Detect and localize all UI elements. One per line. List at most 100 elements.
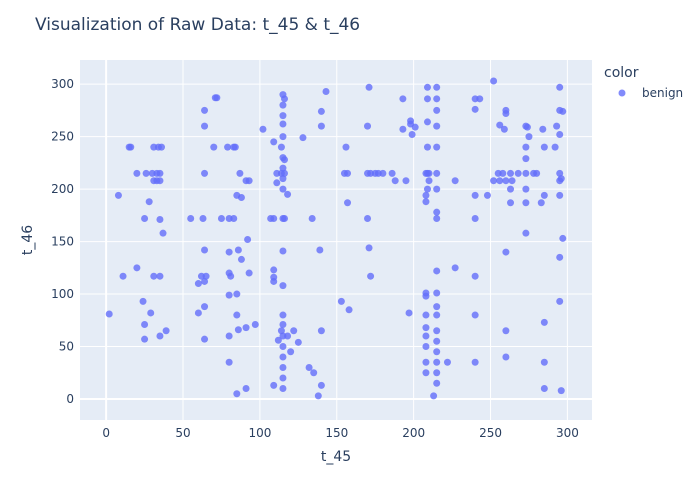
data-point[interactable]: [279, 101, 287, 109]
data-point[interactable]: [522, 199, 530, 207]
data-point[interactable]: [133, 264, 141, 272]
data-point[interactable]: [314, 392, 322, 400]
data-point[interactable]: [277, 143, 285, 151]
data-point[interactable]: [533, 169, 541, 177]
data-point[interactable]: [433, 185, 441, 193]
data-point[interactable]: [245, 177, 253, 185]
data-point[interactable]: [201, 335, 209, 343]
data-point[interactable]: [156, 169, 164, 177]
data-point[interactable]: [342, 143, 350, 151]
data-point[interactable]: [236, 169, 244, 177]
data-point[interactable]: [451, 264, 459, 272]
data-point[interactable]: [496, 177, 504, 185]
data-point[interactable]: [251, 320, 259, 328]
data-point[interactable]: [308, 214, 316, 222]
data-point[interactable]: [556, 169, 564, 177]
data-point[interactable]: [364, 214, 372, 222]
data-point[interactable]: [279, 185, 287, 193]
data-point[interactable]: [147, 309, 155, 317]
data-point[interactable]: [402, 177, 410, 185]
data-point[interactable]: [540, 191, 548, 199]
data-point[interactable]: [237, 193, 245, 201]
data-point[interactable]: [139, 297, 147, 305]
data-point[interactable]: [210, 143, 218, 151]
data-point[interactable]: [525, 133, 533, 141]
data-point[interactable]: [553, 122, 561, 130]
data-point[interactable]: [540, 358, 548, 366]
data-point[interactable]: [537, 199, 545, 207]
data-point[interactable]: [500, 125, 508, 133]
data-point[interactable]: [430, 392, 438, 400]
data-point[interactable]: [540, 143, 548, 151]
data-point[interactable]: [227, 272, 235, 280]
data-point[interactable]: [279, 320, 287, 328]
data-point[interactable]: [145, 198, 153, 206]
data-point[interactable]: [201, 277, 209, 285]
data-point[interactable]: [305, 364, 313, 372]
data-point[interactable]: [279, 364, 287, 372]
data-point[interactable]: [399, 95, 407, 103]
data-point[interactable]: [433, 169, 441, 177]
data-point[interactable]: [299, 134, 307, 142]
data-point[interactable]: [233, 390, 241, 398]
data-point[interactable]: [274, 336, 282, 344]
data-point[interactable]: [423, 185, 431, 193]
data-point[interactable]: [231, 143, 239, 151]
data-point[interactable]: [159, 229, 167, 237]
legend[interactable]: color benign: [604, 65, 683, 100]
data-point[interactable]: [391, 177, 399, 185]
data-point[interactable]: [114, 191, 122, 199]
data-point[interactable]: [433, 337, 441, 345]
data-point[interactable]: [287, 348, 295, 356]
data-point[interactable]: [433, 267, 441, 275]
data-point[interactable]: [344, 169, 352, 177]
data-point[interactable]: [522, 185, 530, 193]
data-point[interactable]: [502, 177, 510, 185]
data-point[interactable]: [433, 303, 441, 311]
data-point[interactable]: [201, 303, 209, 311]
data-point[interactable]: [540, 385, 548, 393]
data-point[interactable]: [471, 214, 479, 222]
data-point[interactable]: [433, 122, 441, 130]
data-point[interactable]: [433, 348, 441, 356]
data-point[interactable]: [422, 324, 430, 332]
data-point[interactable]: [322, 87, 330, 95]
data-point[interactable]: [557, 387, 565, 395]
data-point[interactable]: [133, 169, 141, 177]
data-point[interactable]: [162, 327, 170, 335]
data-point[interactable]: [156, 216, 164, 224]
data-point[interactable]: [225, 332, 233, 340]
data-point[interactable]: [187, 214, 195, 222]
data-point[interactable]: [150, 272, 158, 280]
data-point[interactable]: [284, 190, 292, 198]
data-point[interactable]: [433, 289, 441, 297]
data-point[interactable]: [280, 169, 288, 177]
data-point[interactable]: [279, 247, 287, 255]
data-point[interactable]: [279, 311, 287, 319]
data-point[interactable]: [290, 327, 298, 335]
data-point[interactable]: [279, 385, 287, 393]
data-point[interactable]: [405, 309, 413, 317]
data-point[interactable]: [422, 191, 430, 199]
data-point[interactable]: [433, 95, 441, 103]
data-point[interactable]: [279, 343, 287, 351]
data-point[interactable]: [337, 297, 345, 305]
data-point[interactable]: [425, 177, 433, 185]
data-point[interactable]: [317, 381, 325, 389]
data-point[interactable]: [522, 169, 530, 177]
data-point[interactable]: [234, 326, 242, 334]
data-point[interactable]: [502, 248, 510, 256]
data-point[interactable]: [280, 156, 288, 164]
data-point[interactable]: [433, 358, 441, 366]
data-point[interactable]: [476, 95, 484, 103]
data-point[interactable]: [490, 177, 498, 185]
data-point[interactable]: [399, 125, 407, 133]
data-point[interactable]: [507, 185, 515, 193]
data-point[interactable]: [379, 169, 387, 177]
data-point[interactable]: [279, 164, 287, 172]
data-point[interactable]: [270, 138, 278, 146]
data-point[interactable]: [317, 107, 325, 115]
data-point[interactable]: [345, 306, 353, 314]
data-point[interactable]: [317, 122, 325, 130]
data-point[interactable]: [433, 214, 441, 222]
